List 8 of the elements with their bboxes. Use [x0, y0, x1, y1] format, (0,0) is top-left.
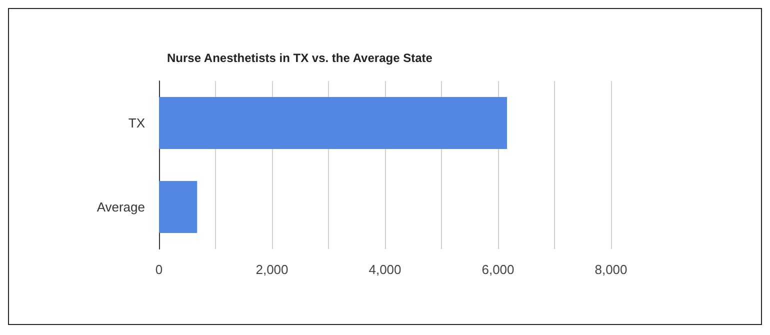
y-tick-label: Average — [96, 200, 145, 214]
y-tick-label: TX — [128, 116, 146, 130]
x-tick-label: 6,000 — [482, 262, 514, 277]
x-tick-label: 4,000 — [368, 262, 402, 277]
x-tick-label: 0 — [155, 262, 163, 277]
chart-title: Nurse Anesthetists in TX vs. the Average State — [167, 51, 433, 65]
x-tick-label: 2,000 — [256, 262, 288, 277]
x-tick-label: 8,000 — [594, 262, 628, 277]
